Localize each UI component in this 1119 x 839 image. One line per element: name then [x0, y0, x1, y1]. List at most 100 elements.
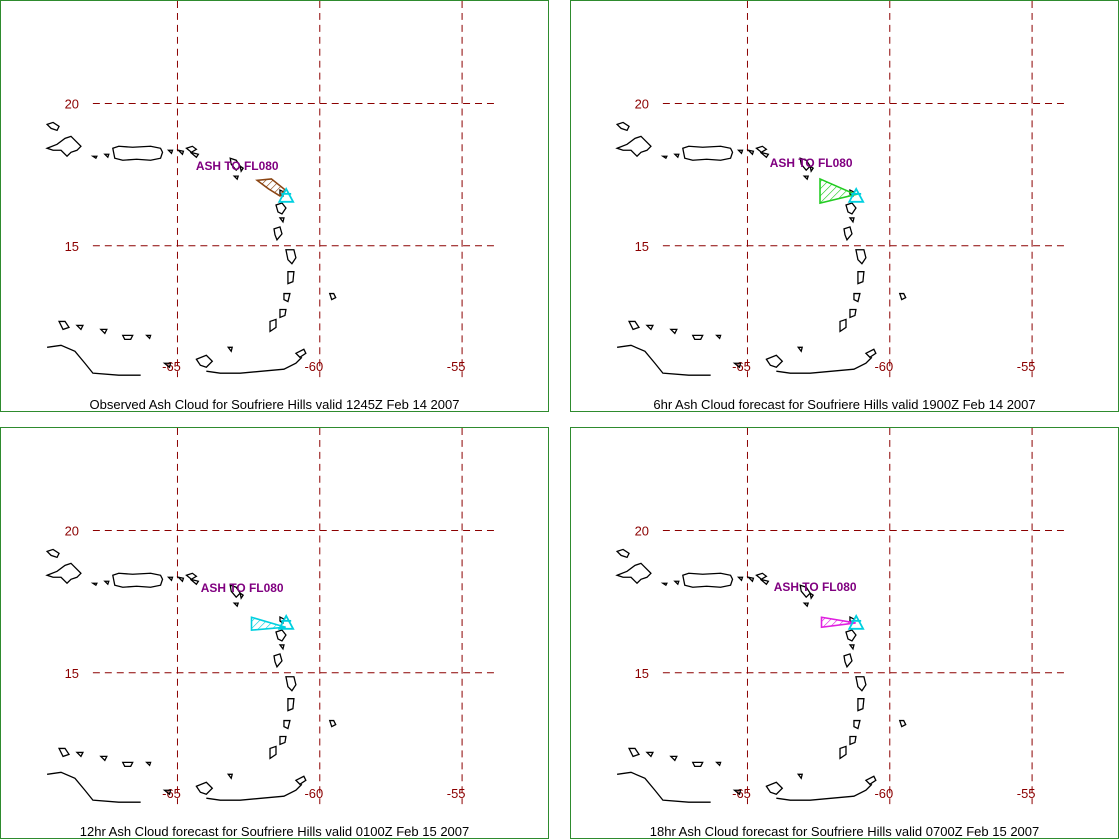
longitude-label: -65: [732, 786, 751, 801]
coastline: [275, 202, 287, 215]
coastline: [615, 548, 630, 559]
coastline: [195, 781, 214, 795]
coastline: [226, 346, 234, 353]
coastline: [90, 582, 98, 587]
coastline: [45, 562, 82, 585]
coastline: [195, 354, 214, 368]
coastline: [232, 602, 240, 608]
coastline: [855, 676, 867, 692]
ash-height-label: ASH TO FL080: [774, 580, 857, 594]
volcano-marker: [277, 187, 295, 203]
coastline: [732, 362, 742, 369]
coastline: [166, 149, 174, 155]
coastline: [736, 576, 744, 582]
coastline: [285, 249, 297, 265]
coastline: [615, 135, 652, 158]
coastline: [755, 572, 768, 581]
panel-caption: 12hr Ash Cloud forecast for Soufriere Hi…: [79, 824, 470, 839]
coastline: [279, 735, 287, 746]
coastline: [617, 771, 711, 803]
coastline: [275, 629, 287, 642]
coastline: [283, 292, 291, 303]
panel-caption: 6hr Ash Cloud forecast for Soufriere Hil…: [653, 397, 1036, 412]
coastline: [47, 344, 141, 376]
coastline: [229, 157, 241, 172]
coastline: [239, 164, 245, 173]
coastline: [759, 151, 770, 159]
longitude-label: -55: [1017, 359, 1036, 374]
longitude-label: -65: [162, 359, 181, 374]
ash-cloud: [819, 177, 859, 205]
coastline: [802, 175, 810, 181]
map-canvas: 20 15 -65 -60 -55 ASH TO FL080: [615, 428, 1069, 805]
coastline: [669, 755, 678, 762]
ash-height-label: ASH TO FL080: [196, 159, 279, 173]
volcano-marker: [277, 614, 295, 630]
coastline: [75, 324, 84, 331]
coastline: [746, 149, 755, 156]
coastline: [45, 135, 82, 158]
coastline: [839, 745, 847, 760]
map-canvas: 20 15 -65 -60 -55 ASH TO FL080: [45, 428, 499, 805]
coastline: [715, 334, 722, 340]
coastline: [845, 629, 857, 642]
coastline: [273, 653, 283, 669]
map-panel-18hr: 20 15 -65 -60 -55 ASH TO FL080 18hr Ash Cloud…: [570, 427, 1119, 839]
coastline: [645, 324, 654, 331]
coastline: [855, 249, 867, 265]
coastline: [294, 775, 307, 786]
coastline: [691, 761, 704, 767]
coastline: [189, 151, 200, 159]
coastline: [645, 751, 654, 758]
coastline: [615, 121, 630, 132]
volcano-marker: [847, 614, 865, 630]
longitude-label: -60: [304, 359, 323, 374]
coastline: [45, 121, 60, 132]
coastline: [853, 292, 861, 303]
coastline: [278, 644, 285, 651]
longitude-label: -55: [447, 786, 466, 801]
coastline: [166, 576, 174, 582]
coastline: [294, 348, 307, 359]
latitude-label: 20: [635, 523, 649, 538]
coastline: [776, 356, 873, 374]
coastline: [765, 781, 784, 795]
coastline: [185, 572, 198, 581]
latitude-label: 20: [65, 96, 79, 111]
coastline: [765, 354, 784, 368]
longitude-label: -55: [447, 359, 466, 374]
coastline: [691, 334, 704, 340]
map-panel-observed: 20 15 -65 -60 -55 ASH TO FL080 Observed Ash C…: [0, 0, 549, 412]
coastline: [99, 755, 108, 762]
panel-caption: Observed Ash Cloud for Soufriere Hills v…: [89, 397, 460, 412]
coastline: [802, 602, 810, 608]
latitude-label: 15: [635, 666, 649, 681]
coastline: [162, 362, 172, 369]
longitude-label: -60: [874, 359, 893, 374]
coastline: [843, 653, 853, 669]
coastline: [58, 747, 71, 758]
coastline: [849, 735, 857, 746]
coastline: [279, 308, 287, 319]
coastline: [898, 292, 907, 301]
longitude-label: -65: [732, 359, 751, 374]
coastline: [853, 719, 861, 730]
coastline: [732, 789, 742, 796]
coastline: [206, 783, 303, 801]
coastline: [796, 346, 804, 353]
coastline: [673, 580, 680, 586]
map-panel-12hr: 20 15 -65 -60 -55 ASH TO FL080 12hr Ash Cloud…: [0, 427, 549, 839]
coastline: [898, 719, 907, 728]
coastline: [328, 719, 337, 728]
volcano-marker: [847, 187, 865, 203]
coastline: [746, 576, 755, 583]
coastline: [615, 562, 652, 585]
coastline: [162, 789, 172, 796]
coastline: [849, 308, 857, 319]
coastline: [206, 356, 303, 374]
longitude-label: -55: [1017, 786, 1036, 801]
coastline: [269, 318, 277, 333]
coastline: [58, 320, 71, 331]
coastline: [809, 164, 815, 173]
coastline: [796, 773, 804, 780]
